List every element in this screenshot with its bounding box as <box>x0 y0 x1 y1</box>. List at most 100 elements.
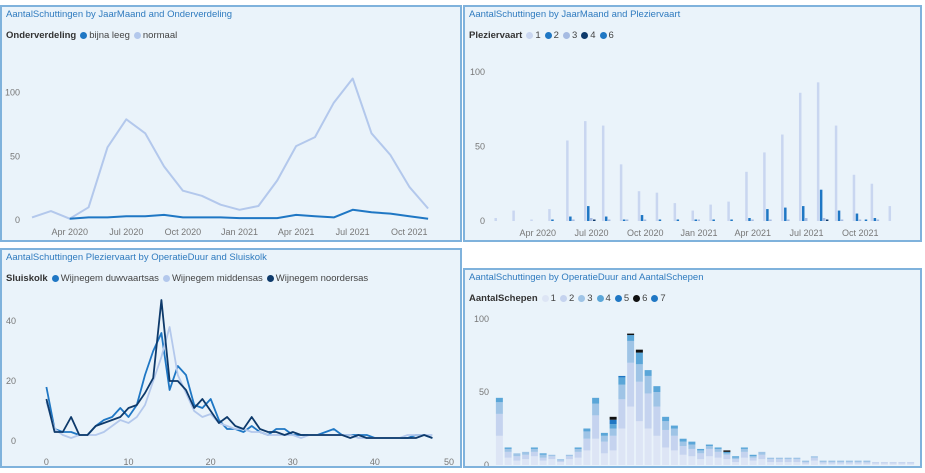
bar-segment <box>775 462 783 465</box>
bar-segment <box>662 447 670 465</box>
x-tick-label: Jan 2021 <box>680 228 717 238</box>
legend-item[interactable]: 3 <box>578 293 593 304</box>
legend-swatch <box>614 295 622 302</box>
legend: Pleziervaart 1 2 3 4 6 <box>469 30 618 41</box>
bar <box>840 219 844 221</box>
bar-segment <box>688 456 696 465</box>
bar-segment <box>618 428 626 465</box>
bar-segment <box>557 459 565 461</box>
bar <box>798 92 802 221</box>
bar <box>607 219 611 221</box>
bar-segment <box>749 457 757 461</box>
bar-segment <box>530 447 538 449</box>
bar <box>709 204 712 221</box>
bar-segment <box>749 456 757 458</box>
bar <box>819 189 823 221</box>
legend-item[interactable]: 6 <box>633 293 647 304</box>
legend-item[interactable]: bijna leeg <box>80 30 130 41</box>
bar-segment <box>679 454 687 465</box>
bar <box>587 206 590 221</box>
bar-segment <box>793 462 801 465</box>
legend-item[interactable]: 2 <box>559 293 574 304</box>
bar-segment <box>854 462 862 464</box>
bar <box>873 218 877 221</box>
bar-segment <box>504 447 512 449</box>
bar-segment <box>592 415 600 439</box>
bar-segment <box>767 457 775 460</box>
legend-title: Sluiskolk <box>6 273 48 284</box>
x-tick-label: Jul 2020 <box>575 228 609 238</box>
legend-label: 5 <box>623 293 630 304</box>
bar-segment <box>898 463 906 465</box>
series-line <box>69 208 429 220</box>
bar-segment <box>662 421 670 430</box>
legend-item[interactable]: normaal <box>133 30 177 41</box>
bar <box>494 218 497 221</box>
bar-segment <box>837 463 845 465</box>
chart-plot[interactable]: 0 50 100 Apr 2020 Jul 2020 Oct 2020 Jan 2021 Ap… <box>465 7 922 242</box>
bar-segment <box>504 448 512 452</box>
legend-item[interactable]: 5 <box>614 293 630 304</box>
bar-segment <box>723 451 731 454</box>
bar-segment <box>539 457 547 461</box>
chart-panel-aantalschepen[interactable]: AantalSchuttingen by OperatieDuur and Aa… <box>463 268 922 468</box>
legend-item[interactable]: 6 <box>599 30 614 41</box>
bar-segment <box>644 393 652 429</box>
bar <box>766 209 769 221</box>
legend-item[interactable]: Wijnegem middensas <box>162 273 263 284</box>
bar <box>864 219 868 221</box>
bar-segment <box>565 456 573 460</box>
bar-segment <box>880 463 888 465</box>
legend-item[interactable]: Wijnegem duwvaartsas <box>51 273 159 284</box>
legend-swatch <box>633 295 641 302</box>
y-tick-label: 0 <box>484 460 489 468</box>
bar-segment <box>618 375 626 378</box>
legend-item[interactable]: 3 <box>562 30 577 41</box>
bar <box>697 219 700 221</box>
chart-panel-onderverdeling[interactable]: AantalSchuttingen by JaarMaand and Onder… <box>0 5 462 242</box>
chart-plot[interactable]: 0 20 40 0 10 20 30 40 50 <box>2 250 462 468</box>
bar-segment <box>495 402 503 414</box>
legend-label: 4 <box>590 30 596 41</box>
x-tick-label: Apr 2020 <box>51 227 88 237</box>
legend-swatch <box>51 275 59 282</box>
legend-swatch <box>162 275 170 282</box>
bar-segment <box>618 399 626 429</box>
x-tick-label: Oct 2020 <box>165 227 202 237</box>
bar-segment <box>539 460 547 465</box>
x-tick-label: 20 <box>206 457 216 467</box>
legend-item[interactable]: 7 <box>651 293 666 304</box>
bar <box>822 218 826 221</box>
series-line <box>31 77 429 220</box>
legend-label: Wijnegem noordersas <box>275 273 369 284</box>
legend-item[interactable]: 4 <box>596 293 611 304</box>
chart-panel-pleziervaart[interactable]: AantalSchuttingen by JaarMaand and Plezi… <box>463 5 922 242</box>
bar-segment <box>539 453 547 455</box>
legend-label: Wijnegem duwvaartsas <box>60 273 159 284</box>
legend-item[interactable]: 2 <box>544 30 559 41</box>
chart-plot[interactable]: 0 50 100 <box>465 270 922 468</box>
bar-segment <box>810 460 818 465</box>
y-tick-label: 50 <box>479 387 489 397</box>
legend-item[interactable]: 1 <box>526 30 541 41</box>
bar <box>551 219 554 221</box>
legend-item[interactable]: Wijnegem noordersas <box>266 273 369 284</box>
bar <box>593 219 596 221</box>
legend-item[interactable]: 4 <box>581 30 596 41</box>
bar-segment <box>609 435 617 451</box>
legend-swatch <box>133 32 141 39</box>
chart-plot[interactable]: 0 50 100 Apr 2020 Jul 2020 Oct 2020 Jan 2021 Ap… <box>2 7 462 242</box>
bar-segment <box>513 453 521 457</box>
legend-swatch <box>544 32 552 39</box>
bar-segment <box>609 416 617 420</box>
bar-segment <box>749 454 757 457</box>
bar-segment <box>705 456 713 465</box>
bar <box>691 210 694 221</box>
chart-panel-sluiskolk[interactable]: AantalSchuttingen Pleziervaart by Operat… <box>0 248 462 468</box>
bar <box>694 219 697 221</box>
legend-item[interactable]: 1 <box>541 293 556 304</box>
bar-segment <box>627 362 635 407</box>
bar-segment <box>670 428 678 436</box>
bar-segment <box>557 460 565 463</box>
legend-swatch <box>651 295 659 302</box>
